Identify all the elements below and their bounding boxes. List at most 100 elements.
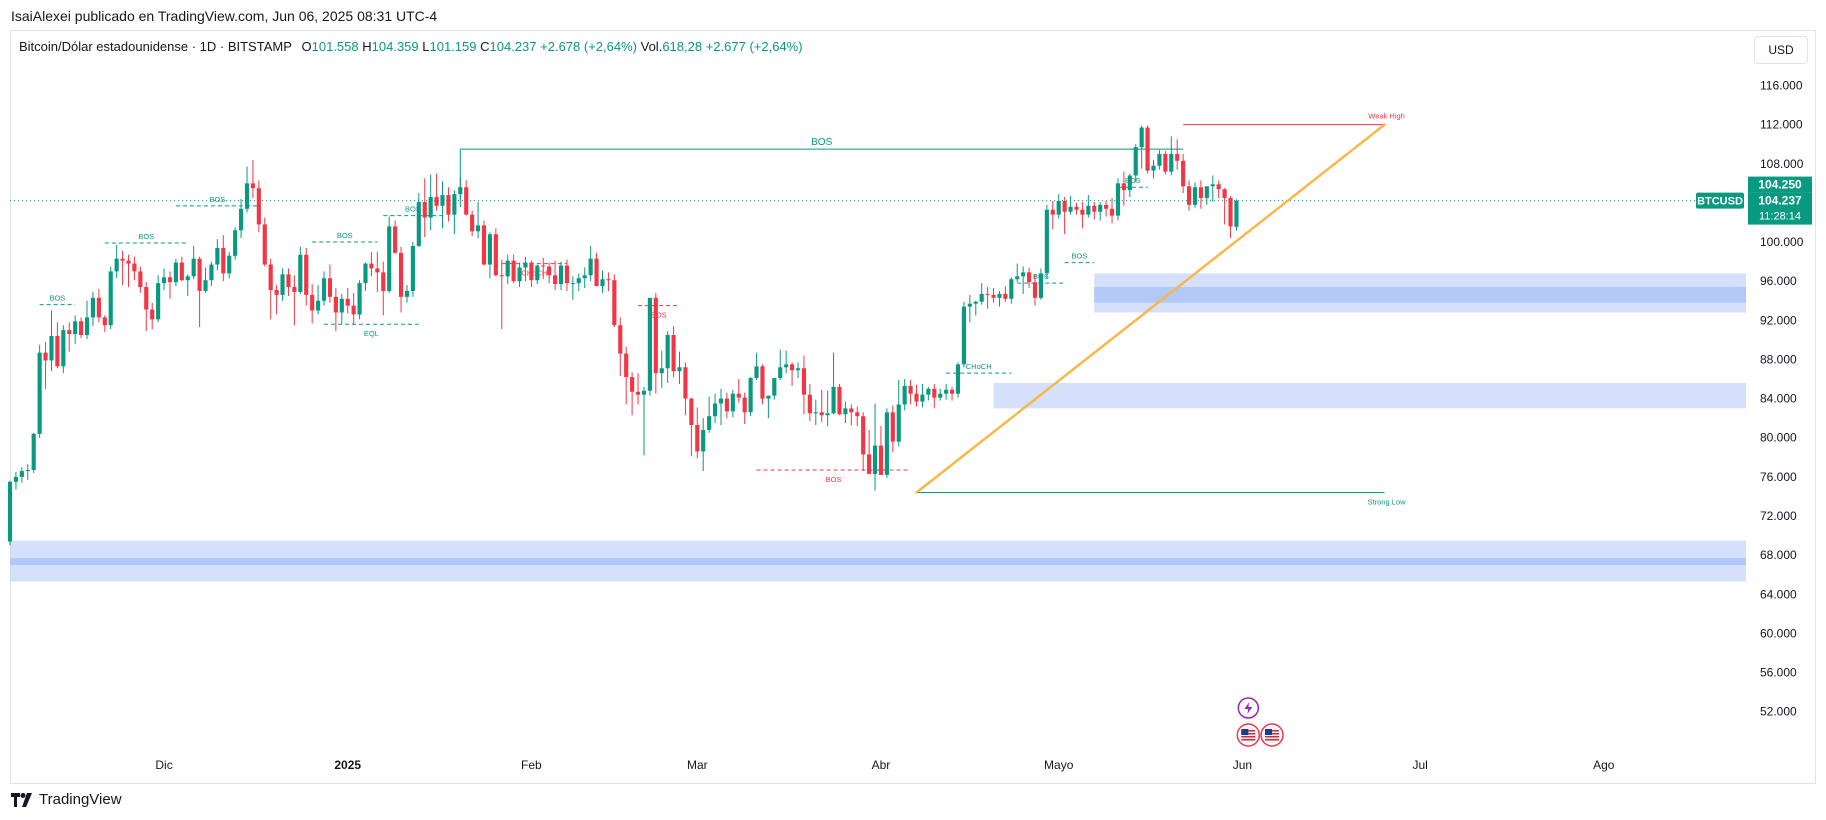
- candle-body: [227, 255, 232, 274]
- candle: [1050, 200, 1055, 230]
- candle-body: [25, 470, 30, 472]
- us-flag-icon: [1260, 723, 1284, 747]
- candle-body: [736, 393, 741, 398]
- candle: [612, 274, 617, 328]
- currency-selector[interactable]: USD: [1754, 36, 1808, 64]
- candle-body: [1121, 183, 1126, 191]
- candle: [416, 193, 421, 247]
- candle-body: [949, 389, 955, 394]
- candle: [849, 404, 854, 426]
- x-tick-label: 2025: [334, 758, 361, 772]
- candle: [938, 388, 943, 401]
- candle-body: [1175, 153, 1180, 161]
- candle-body: [938, 393, 943, 398]
- candle: [1098, 201, 1103, 221]
- candle-body: [624, 353, 629, 378]
- candle: [102, 315, 107, 333]
- candle: [452, 190, 457, 235]
- candle-body: [1145, 127, 1150, 171]
- candle: [1133, 144, 1138, 183]
- legend-close-label: C: [480, 39, 490, 54]
- candle: [624, 346, 629, 405]
- candle-body: [541, 265, 546, 267]
- candle-body: [1104, 204, 1109, 209]
- candle: [778, 349, 783, 381]
- candle-body: [132, 263, 137, 272]
- x-tick-label: Feb: [521, 758, 542, 772]
- candle: [570, 276, 575, 300]
- candle: [760, 364, 765, 405]
- candle-body: [612, 280, 617, 326]
- candle-body: [724, 398, 729, 412]
- y-tick-label: 80.000: [1760, 431, 1797, 445]
- candle-body: [795, 368, 801, 371]
- candle: [1222, 188, 1227, 225]
- candle-body: [434, 197, 439, 206]
- candle: [1086, 195, 1091, 218]
- candle-body: [973, 301, 978, 304]
- candle: [292, 275, 297, 326]
- candle-body: [363, 263, 368, 284]
- candle: [997, 290, 1002, 307]
- flag-icon-canton: [1265, 729, 1273, 735]
- candle: [327, 264, 333, 303]
- candle-body: [84, 317, 90, 336]
- symbol-badge-label: BTCUSD: [1697, 196, 1743, 208]
- candle: [1027, 267, 1032, 289]
- candle: [618, 317, 623, 377]
- countdown-label: 11:28:14: [1759, 211, 1801, 223]
- candle-body: [286, 274, 291, 288]
- candle-body: [647, 297, 652, 391]
- y-tick-label: 56.000: [1760, 666, 1797, 680]
- candle-body: [1192, 187, 1198, 205]
- candle-body: [825, 413, 830, 416]
- candle: [973, 300, 978, 316]
- candle: [464, 180, 469, 216]
- candle-body: [1139, 127, 1144, 148]
- candle-body: [553, 275, 558, 285]
- candle: [1109, 198, 1115, 224]
- candle-body: [712, 403, 718, 417]
- candle-body: [955, 364, 961, 394]
- candle-body: [422, 201, 427, 218]
- candle-body: [49, 335, 54, 361]
- demand-zone-core: [1094, 287, 1746, 303]
- candle: [677, 351, 682, 384]
- candle: [784, 350, 789, 374]
- candle: [736, 379, 741, 403]
- legend-volume-change: +2.677 (+2,64%): [705, 39, 803, 54]
- candle: [878, 426, 884, 475]
- flag-icon-stripe: [1265, 736, 1280, 738]
- candle-body: [446, 195, 451, 215]
- x-tick-label: Abr: [872, 758, 891, 772]
- candle: [647, 297, 652, 396]
- candle: [96, 289, 101, 323]
- candle: [7, 480, 13, 546]
- lightning-icon: [1237, 697, 1260, 719]
- y-tick-label: 72.000: [1760, 509, 1797, 523]
- candle-body: [316, 300, 321, 311]
- candle: [268, 258, 273, 320]
- structure-label: EQL: [364, 329, 379, 338]
- candle: [547, 262, 552, 284]
- tradingview-logo[interactable]: TradingView: [11, 791, 122, 808]
- candle: [955, 362, 961, 398]
- candle: [1068, 196, 1073, 215]
- candle-body: [849, 408, 854, 413]
- candle: [718, 388, 724, 426]
- candle-body: [470, 214, 475, 232]
- y-tick-label: 92.000: [1760, 313, 1797, 327]
- candle: [795, 362, 801, 379]
- candle-body: [369, 263, 374, 269]
- candle-body: [801, 368, 807, 395]
- candle: [813, 399, 818, 426]
- candle-body: [997, 293, 1002, 298]
- candle: [707, 396, 712, 433]
- candle: [19, 467, 24, 483]
- candle: [890, 405, 895, 453]
- candle-body: [1109, 208, 1115, 216]
- candle: [316, 285, 321, 315]
- candle: [588, 245, 593, 282]
- candle: [1198, 180, 1203, 209]
